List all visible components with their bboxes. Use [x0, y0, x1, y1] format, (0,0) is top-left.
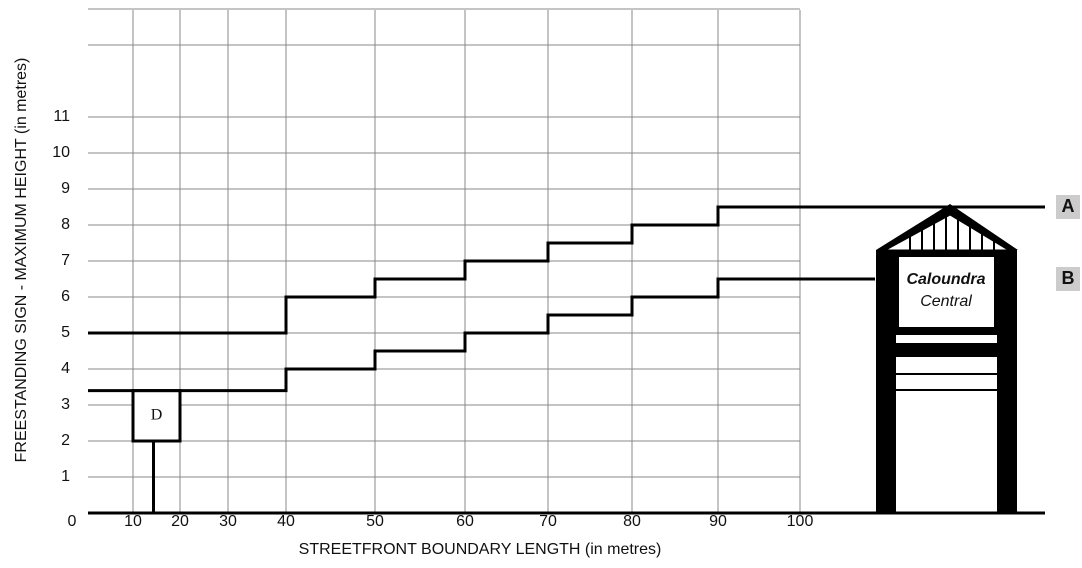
step-line: [88, 277, 720, 393]
y-tick-label: 3: [61, 396, 70, 413]
step-line: [88, 205, 720, 335]
y-tick-label: 11: [53, 108, 70, 125]
sign-text: Central: [920, 293, 972, 310]
y-tick-label: 10: [52, 144, 70, 161]
x-tick-label: 40: [277, 513, 295, 530]
y-tick-label: 9: [61, 180, 70, 197]
sign-illustration: [876, 204, 1018, 513]
x-tick-label: 60: [456, 513, 474, 530]
y-axis-label: FREESTANDING SIGN - MAXIMUM HEIGHT (in m…: [13, 58, 30, 463]
y-tick-label: 7: [61, 252, 70, 269]
legend-label: B: [1062, 268, 1075, 288]
x-tick-label: 70: [539, 513, 557, 530]
y-tick-label: 1: [61, 468, 70, 485]
y-tick-label: 4: [61, 360, 70, 377]
y-tick-label: 5: [61, 324, 70, 341]
y-tick-label: 2: [61, 432, 70, 449]
x-tick-label: 50: [366, 513, 384, 530]
x-tick-label: 90: [709, 513, 727, 530]
box-label: D: [151, 406, 163, 423]
y-tick-label: 0: [68, 513, 77, 530]
x-tick-label: 80: [623, 513, 641, 530]
x-tick-label: 30: [219, 513, 237, 530]
x-tick-label: 10: [124, 513, 142, 530]
legend-label: A: [1062, 196, 1075, 216]
sign-text: Caloundra: [906, 271, 985, 288]
x-axis-label: STREETFRONT BOUNDARY LENGTH (in metres): [299, 541, 662, 558]
y-tick-label: 8: [61, 216, 70, 233]
series-label-box: [1056, 195, 1080, 219]
series-label-box: [1056, 267, 1080, 291]
x-tick-label: 20: [171, 513, 189, 530]
y-tick-label: 6: [61, 288, 70, 305]
x-tick-label: 100: [787, 513, 814, 530]
